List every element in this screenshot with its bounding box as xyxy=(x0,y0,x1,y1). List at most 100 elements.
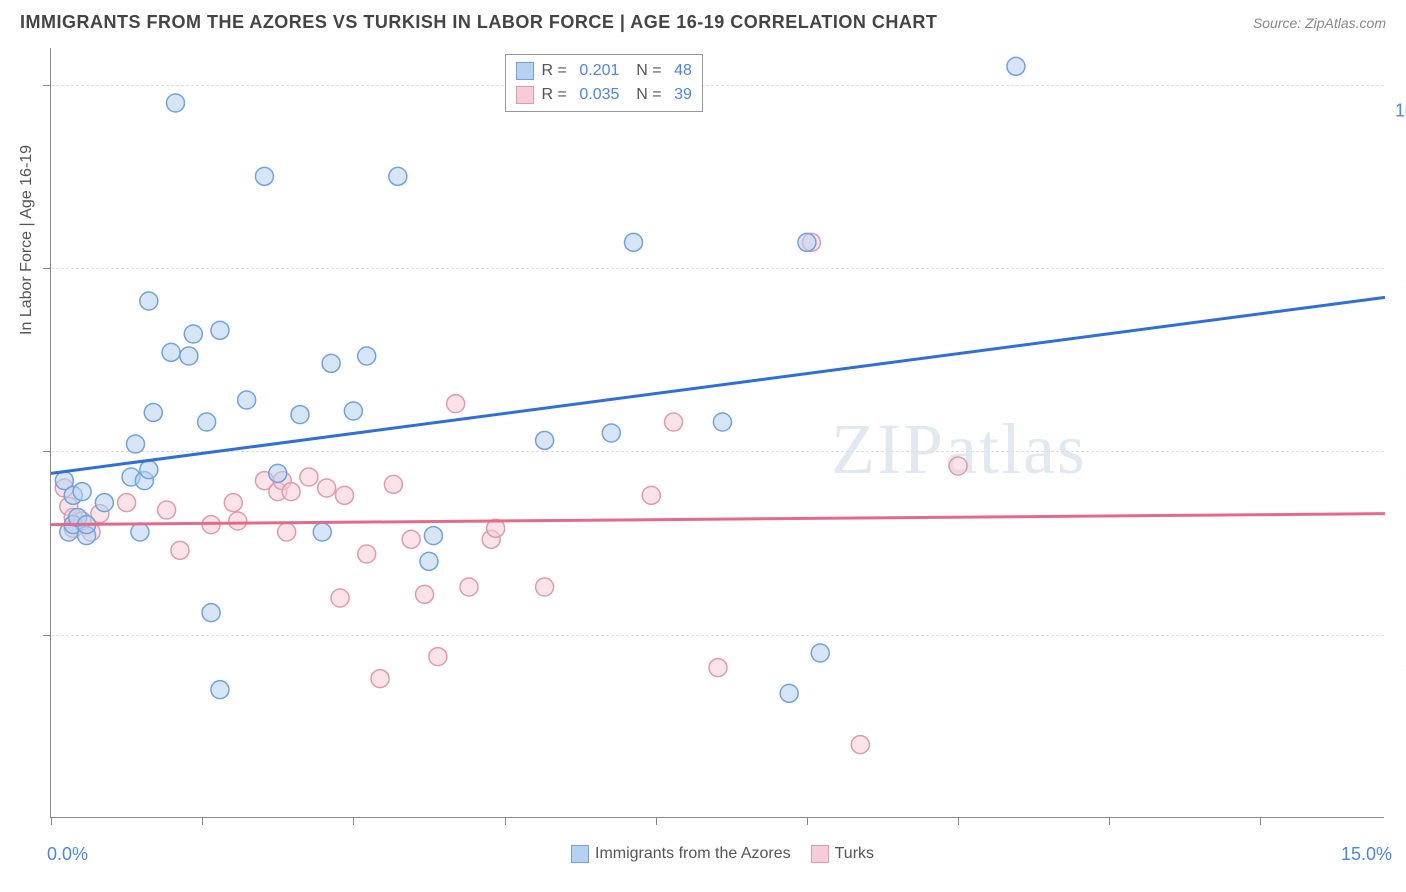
data-point xyxy=(282,483,300,501)
legend-label-azores: Immigrants from the Azores xyxy=(595,845,791,863)
x-tick xyxy=(1109,817,1110,825)
swatch-azores-icon xyxy=(571,845,589,863)
x-tick xyxy=(958,817,959,825)
chart-title: IMMIGRANTS FROM THE AZORES VS TURKISH IN… xyxy=(20,12,937,33)
data-point xyxy=(389,167,407,185)
data-point xyxy=(140,292,158,310)
source-label: Source: ZipAtlas.com xyxy=(1253,15,1386,31)
data-point xyxy=(158,501,176,519)
data-point xyxy=(798,233,816,251)
legend-row-turks: R = 0.035 N = 39 xyxy=(516,83,692,107)
legend-stats: R = 0.201 N = 48 R = 0.035 N = 39 xyxy=(505,54,703,112)
data-point xyxy=(224,494,242,512)
x-tick xyxy=(656,817,657,825)
data-point xyxy=(238,391,256,409)
n-value-turks: 39 xyxy=(674,83,692,107)
data-point xyxy=(211,681,229,699)
swatch-turks xyxy=(516,86,534,104)
data-point xyxy=(625,233,643,251)
legend-label-turks: Turks xyxy=(835,845,874,863)
y-tick-label: 100.0% xyxy=(1395,100,1406,121)
data-point xyxy=(371,670,389,688)
legend-item-turks: Turks xyxy=(811,845,874,863)
legend-item-azores: Immigrants from the Azores xyxy=(571,845,791,863)
x-axis-min-label: 0.0% xyxy=(47,844,88,865)
data-point xyxy=(322,354,340,372)
data-point xyxy=(118,494,136,512)
x-tick xyxy=(1260,817,1261,825)
data-point xyxy=(536,431,554,449)
y-tick xyxy=(43,268,51,269)
r-value-azores: 0.201 xyxy=(579,59,619,83)
data-point xyxy=(420,552,438,570)
legend-series: Immigrants from the Azores Turks xyxy=(571,845,874,863)
scatter-chart xyxy=(51,48,1384,817)
x-axis-max-label: 15.0% xyxy=(1341,844,1392,865)
data-point xyxy=(358,545,376,563)
legend-row-azores: R = 0.201 N = 48 xyxy=(516,59,692,83)
data-point xyxy=(642,486,660,504)
x-tick xyxy=(353,817,354,825)
data-point xyxy=(202,604,220,622)
x-tick xyxy=(807,817,808,825)
trend-line xyxy=(51,514,1385,525)
data-point xyxy=(665,413,683,431)
data-point xyxy=(167,94,185,112)
data-point xyxy=(851,736,869,754)
data-point xyxy=(255,167,273,185)
data-point xyxy=(95,494,113,512)
trend-line xyxy=(51,297,1385,473)
data-point xyxy=(229,512,247,530)
data-point xyxy=(780,684,798,702)
n-label: N = xyxy=(627,83,666,107)
data-point xyxy=(447,395,465,413)
r-label: R = xyxy=(542,83,572,107)
data-point xyxy=(184,325,202,343)
data-point xyxy=(460,578,478,596)
data-point xyxy=(402,530,420,548)
data-point xyxy=(358,347,376,365)
data-point xyxy=(131,523,149,541)
n-value-azores: 48 xyxy=(674,59,692,83)
r-label: R = xyxy=(542,59,572,83)
data-point xyxy=(424,527,442,545)
data-point xyxy=(144,403,162,421)
data-point xyxy=(713,413,731,431)
swatch-turks-icon xyxy=(811,845,829,863)
data-point xyxy=(73,483,91,501)
data-point xyxy=(416,585,434,603)
data-point xyxy=(140,461,158,479)
y-tick xyxy=(43,635,51,636)
swatch-azores xyxy=(516,62,534,80)
data-point xyxy=(1007,57,1025,75)
r-value-turks: 0.035 xyxy=(579,83,619,107)
y-axis-title: In Labor Force | Age 16-19 xyxy=(18,145,36,335)
data-point xyxy=(269,464,287,482)
data-point xyxy=(384,475,402,493)
data-point xyxy=(536,578,554,596)
data-point xyxy=(331,589,349,607)
data-point xyxy=(126,435,144,453)
data-point xyxy=(313,523,331,541)
data-point xyxy=(291,406,309,424)
y-tick xyxy=(43,85,51,86)
data-point xyxy=(709,659,727,677)
data-point xyxy=(344,402,362,420)
x-tick xyxy=(51,817,52,825)
data-point xyxy=(162,343,180,361)
data-point xyxy=(429,648,447,666)
data-point xyxy=(335,486,353,504)
x-tick xyxy=(202,817,203,825)
data-point xyxy=(198,413,216,431)
n-label: N = xyxy=(627,59,666,83)
data-point xyxy=(171,541,189,559)
data-point xyxy=(300,468,318,486)
data-point xyxy=(811,644,829,662)
data-point xyxy=(211,321,229,339)
data-point xyxy=(318,479,336,497)
plot-area: ZIPatlas R = 0.201 N = 48 R = 0.035 N = … xyxy=(50,48,1384,818)
data-point xyxy=(949,457,967,475)
data-point xyxy=(278,523,296,541)
y-tick xyxy=(43,451,51,452)
data-point xyxy=(180,347,198,365)
